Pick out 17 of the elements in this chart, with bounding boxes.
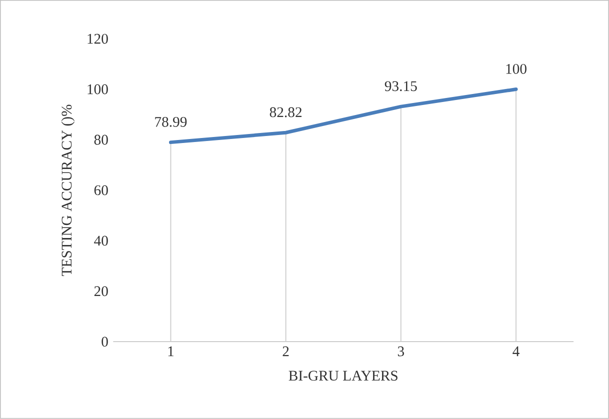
x-tick-label: 3 [398, 346, 404, 356]
data-label: 93.15 [384, 81, 417, 92]
y-tick-label: 20 [94, 286, 108, 296]
y-axis-title: TESTING ACCURACY ()% [61, 104, 75, 276]
x-tick-label: 4 [512, 346, 520, 356]
x-tick-label: 2 [282, 346, 289, 356]
y-tick-label: 0 [102, 336, 108, 347]
x-axis-title: BI-GRU LAYERS [288, 370, 398, 381]
y-tick-label: 60 [94, 185, 108, 196]
data-label: 100 [506, 64, 526, 74]
data-label: 78.99 [155, 117, 187, 127]
x-tick-label: 1 [168, 346, 174, 356]
data-label: 82.82 [270, 107, 302, 118]
y-tick-label: 120 [88, 34, 108, 44]
y-tick-label: 40 [94, 236, 108, 246]
y-tick-label: 80 [94, 134, 108, 145]
y-tick-label: 100 [88, 84, 108, 94]
